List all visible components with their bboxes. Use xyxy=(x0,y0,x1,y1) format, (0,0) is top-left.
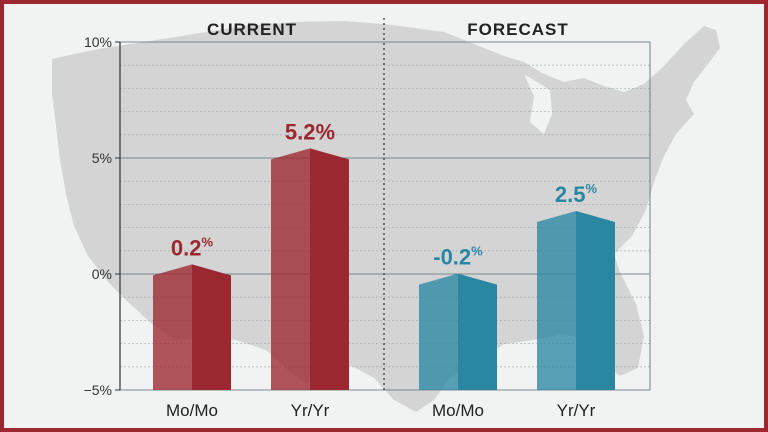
y-axis: −5% 0% 5% 10% xyxy=(84,34,121,398)
value-label: -0.2% xyxy=(433,244,483,270)
bar-face-right xyxy=(576,211,615,390)
bar-face-left xyxy=(419,273,458,390)
category-label: Mo/Mo xyxy=(432,401,484,420)
bar-face-right xyxy=(192,264,231,390)
bar-face-left xyxy=(537,211,576,390)
bar-face-right xyxy=(310,148,349,390)
value-label: 2.5% xyxy=(555,181,598,207)
category-labels: Mo/Mo Yr/Yr Mo/Mo Yr/Yr xyxy=(166,401,596,420)
panel-title-forecast: FORECAST xyxy=(467,20,569,39)
bar-current-1 xyxy=(271,148,349,390)
bar-current-0 xyxy=(153,264,231,390)
category-label: Yr/Yr xyxy=(291,401,330,420)
us-map-background xyxy=(52,21,720,412)
bar-forecast-1 xyxy=(537,211,615,390)
bar-face-left xyxy=(153,264,192,390)
panel-title-current: CURRENT xyxy=(207,20,297,39)
bar-forecast-0 xyxy=(419,273,497,390)
bar-face-left xyxy=(271,148,310,390)
value-label: 0.2% xyxy=(171,234,214,260)
value-label: 5.2% xyxy=(285,119,335,144)
y-tick-label: −5% xyxy=(84,382,112,398)
bar-face-right xyxy=(458,273,497,390)
y-tick-label: 10% xyxy=(84,34,112,50)
bars xyxy=(153,148,615,390)
panel-titles: CURRENT FORECAST xyxy=(207,20,569,39)
bar-chart: −5% 0% 5% 10% CURRENT FORECAST 0.2% 5.2% -0.2%… xyxy=(52,18,720,420)
y-tick-label: 0% xyxy=(92,266,112,282)
y-tick-label: 5% xyxy=(92,150,112,166)
category-label: Yr/Yr xyxy=(557,401,596,420)
value-labels: 0.2% 5.2% -0.2% 2.5% xyxy=(171,119,598,269)
category-label: Mo/Mo xyxy=(166,401,218,420)
